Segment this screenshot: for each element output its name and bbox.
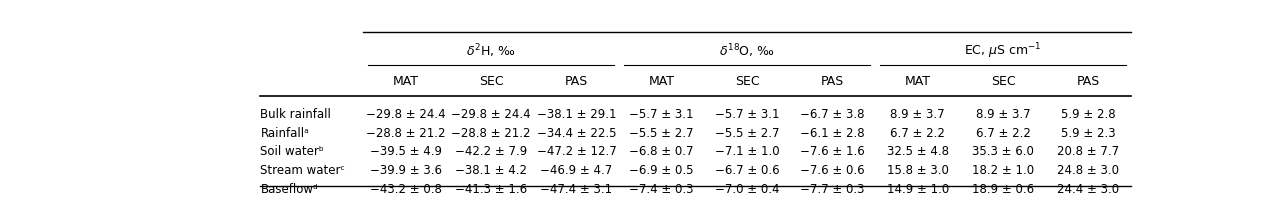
Text: −6.8 ± 0.7: −6.8 ± 0.7 bbox=[630, 145, 694, 158]
Text: $\delta^{18}$O, ‰: $\delta^{18}$O, ‰ bbox=[719, 42, 775, 60]
Text: −7.6 ± 0.6: −7.6 ± 0.6 bbox=[800, 164, 864, 177]
Text: SEC: SEC bbox=[991, 75, 1015, 88]
Text: −29.8 ± 24.4: −29.8 ± 24.4 bbox=[452, 108, 531, 121]
Text: MAT: MAT bbox=[649, 75, 675, 88]
Text: −47.4 ± 3.1: −47.4 ± 3.1 bbox=[540, 183, 612, 196]
Text: −29.8 ± 24.4: −29.8 ± 24.4 bbox=[366, 108, 445, 121]
Text: 24.8 ± 3.0: 24.8 ± 3.0 bbox=[1058, 164, 1119, 177]
Text: 32.5 ± 4.8: 32.5 ± 4.8 bbox=[887, 145, 949, 158]
Text: −6.9 ± 0.5: −6.9 ± 0.5 bbox=[630, 164, 694, 177]
Text: Rainfallᵃ: Rainfallᵃ bbox=[260, 127, 309, 140]
Text: 18.2 ± 1.0: 18.2 ± 1.0 bbox=[972, 164, 1034, 177]
Text: −5.7 ± 3.1: −5.7 ± 3.1 bbox=[630, 108, 694, 121]
Text: −6.1 ± 2.8: −6.1 ± 2.8 bbox=[800, 127, 864, 140]
Text: 15.8 ± 3.0: 15.8 ± 3.0 bbox=[887, 164, 949, 177]
Text: PAS: PAS bbox=[565, 75, 588, 88]
Text: −7.7 ± 0.3: −7.7 ± 0.3 bbox=[800, 183, 864, 196]
Text: 6.7 ± 2.2: 6.7 ± 2.2 bbox=[976, 127, 1030, 140]
Text: 35.3 ± 6.0: 35.3 ± 6.0 bbox=[972, 145, 1034, 158]
Text: MAT: MAT bbox=[392, 75, 419, 88]
Text: 6.7 ± 2.2: 6.7 ± 2.2 bbox=[890, 127, 945, 140]
Text: EC, $\mu$S cm$^{-1}$: EC, $\mu$S cm$^{-1}$ bbox=[964, 41, 1042, 61]
Text: 5.9 ± 2.3: 5.9 ± 2.3 bbox=[1061, 127, 1116, 140]
Text: −39.9 ± 3.6: −39.9 ± 3.6 bbox=[370, 164, 442, 177]
Text: −43.2 ± 0.8: −43.2 ± 0.8 bbox=[370, 183, 442, 196]
Text: −28.8 ± 21.2: −28.8 ± 21.2 bbox=[452, 127, 531, 140]
Text: −6.7 ± 3.8: −6.7 ± 3.8 bbox=[800, 108, 864, 121]
Text: Baseflowᵈ: Baseflowᵈ bbox=[260, 183, 318, 196]
Text: $\delta^2$H, ‰: $\delta^2$H, ‰ bbox=[466, 42, 516, 60]
Text: Bulk rainfall: Bulk rainfall bbox=[260, 108, 332, 121]
Text: PAS: PAS bbox=[820, 75, 844, 88]
Text: −41.3 ± 1.6: −41.3 ± 1.6 bbox=[456, 183, 528, 196]
Text: −39.5 ± 4.9: −39.5 ± 4.9 bbox=[370, 145, 442, 158]
Text: −7.1 ± 1.0: −7.1 ± 1.0 bbox=[714, 145, 780, 158]
Text: Soil waterᵇ: Soil waterᵇ bbox=[260, 145, 324, 158]
Text: −46.9 ± 4.7: −46.9 ± 4.7 bbox=[540, 164, 612, 177]
Text: −7.0 ± 0.4: −7.0 ± 0.4 bbox=[714, 183, 779, 196]
Text: MAT: MAT bbox=[905, 75, 930, 88]
Text: −5.5 ± 2.7: −5.5 ± 2.7 bbox=[714, 127, 779, 140]
Text: 8.9 ± 3.7: 8.9 ± 3.7 bbox=[890, 108, 945, 121]
Text: PAS: PAS bbox=[1076, 75, 1100, 88]
Text: 14.9 ± 1.0: 14.9 ± 1.0 bbox=[886, 183, 949, 196]
Text: −38.1 ± 29.1: −38.1 ± 29.1 bbox=[536, 108, 616, 121]
Text: −7.4 ± 0.3: −7.4 ± 0.3 bbox=[630, 183, 694, 196]
Text: 5.9 ± 2.8: 5.9 ± 2.8 bbox=[1061, 108, 1116, 121]
Text: −7.6 ± 1.6: −7.6 ± 1.6 bbox=[800, 145, 864, 158]
Text: 24.4 ± 3.0: 24.4 ± 3.0 bbox=[1058, 183, 1119, 196]
Text: −42.2 ± 7.9: −42.2 ± 7.9 bbox=[456, 145, 528, 158]
Text: −5.5 ± 2.7: −5.5 ± 2.7 bbox=[630, 127, 694, 140]
Text: SEC: SEC bbox=[734, 75, 760, 88]
Text: −5.7 ± 3.1: −5.7 ± 3.1 bbox=[714, 108, 779, 121]
Text: −34.4 ± 22.5: −34.4 ± 22.5 bbox=[536, 127, 616, 140]
Text: 20.8 ± 7.7: 20.8 ± 7.7 bbox=[1058, 145, 1119, 158]
Text: −47.2 ± 12.7: −47.2 ± 12.7 bbox=[536, 145, 616, 158]
Text: 18.9 ± 0.6: 18.9 ± 0.6 bbox=[972, 183, 1034, 196]
Text: −38.1 ± 4.2: −38.1 ± 4.2 bbox=[456, 164, 528, 177]
Text: SEC: SEC bbox=[478, 75, 504, 88]
Text: Stream waterᶜ: Stream waterᶜ bbox=[260, 164, 346, 177]
Text: −28.8 ± 21.2: −28.8 ± 21.2 bbox=[366, 127, 445, 140]
Text: 8.9 ± 3.7: 8.9 ± 3.7 bbox=[976, 108, 1030, 121]
Text: −6.7 ± 0.6: −6.7 ± 0.6 bbox=[714, 164, 780, 177]
